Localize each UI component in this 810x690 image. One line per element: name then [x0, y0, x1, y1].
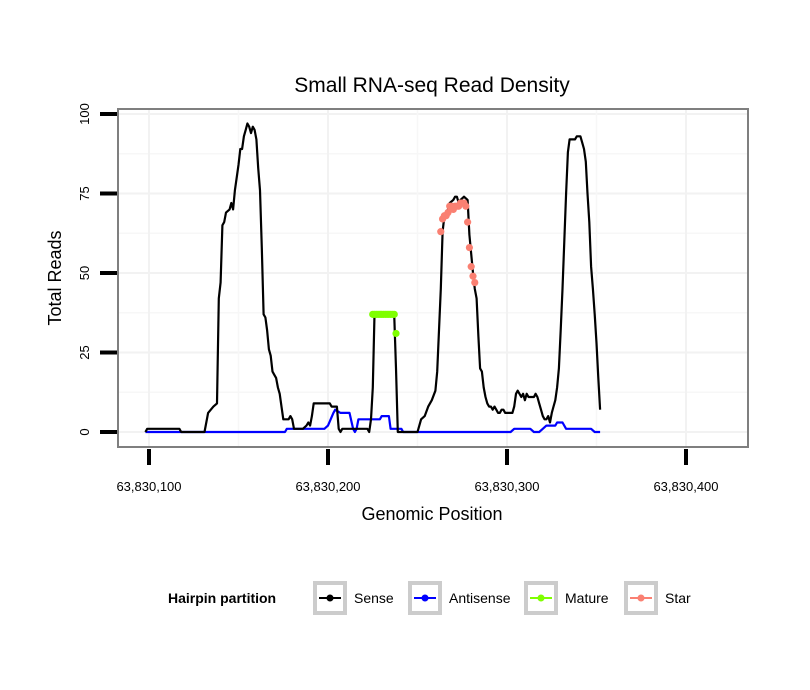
- plot-area: [117, 108, 749, 448]
- star-point: [465, 243, 474, 252]
- legend-item-star[interactable]: Star: [624, 581, 691, 615]
- series-antisense: [145, 408, 601, 434]
- star-point: [437, 228, 445, 236]
- x-tick-label: 63,830,100: [116, 479, 181, 494]
- legend-label: Mature: [565, 590, 609, 606]
- legend-item-sense[interactable]: Sense: [313, 581, 394, 615]
- x-tick-label: 63,830,400: [653, 479, 718, 494]
- y-axis-title: Total Reads: [45, 230, 65, 325]
- star-point: [462, 202, 470, 210]
- plot-background: [118, 109, 748, 447]
- legend-item-antisense[interactable]: Antisense: [408, 581, 511, 615]
- x-tick-label: 63,830,300: [474, 479, 539, 494]
- series-star: [437, 199, 479, 287]
- legend-key-point: [637, 594, 645, 602]
- y-tick-label: 0: [77, 428, 92, 435]
- x-axis: 63,830,100 63,830,200 63,830,300 63,830,400: [116, 449, 719, 494]
- y-tick-label: 100: [77, 103, 92, 125]
- y-tick-label: 75: [77, 186, 92, 200]
- legend-key-point: [421, 594, 429, 602]
- star-point: [444, 208, 452, 217]
- legend-label: Antisense: [449, 590, 511, 606]
- y-tick-label: 25: [77, 345, 92, 359]
- legend-item-mature[interactable]: Mature: [524, 581, 609, 615]
- y-axis: 0 25 50 75 100: [77, 103, 117, 436]
- chart-title: Small RNA-seq Read Density: [294, 74, 570, 97]
- plot-border: [117, 108, 749, 448]
- star-point: [469, 272, 477, 280]
- mature-point: [392, 329, 400, 338]
- legend-label: Sense: [354, 590, 394, 606]
- antisense-line: [145, 408, 601, 434]
- grid-lines: [119, 110, 747, 446]
- legend: Hairpin partition Sense Antisense Mature St…: [168, 581, 691, 615]
- star-point: [467, 263, 475, 271]
- series-mature: [369, 310, 400, 338]
- star-point: [464, 218, 472, 226]
- series-layer: [144, 122, 602, 434]
- mature-point: [390, 310, 398, 318]
- y-tick-label: 50: [77, 266, 92, 280]
- x-tick-label: 63,830,200: [295, 479, 360, 494]
- legend-label: Star: [665, 590, 691, 606]
- star-point: [471, 278, 479, 287]
- legend-key-point: [326, 594, 334, 602]
- x-axis-title: Genomic Position: [361, 504, 502, 524]
- legend-title: Hairpin partition: [168, 590, 276, 606]
- legend-key-point: [537, 594, 545, 602]
